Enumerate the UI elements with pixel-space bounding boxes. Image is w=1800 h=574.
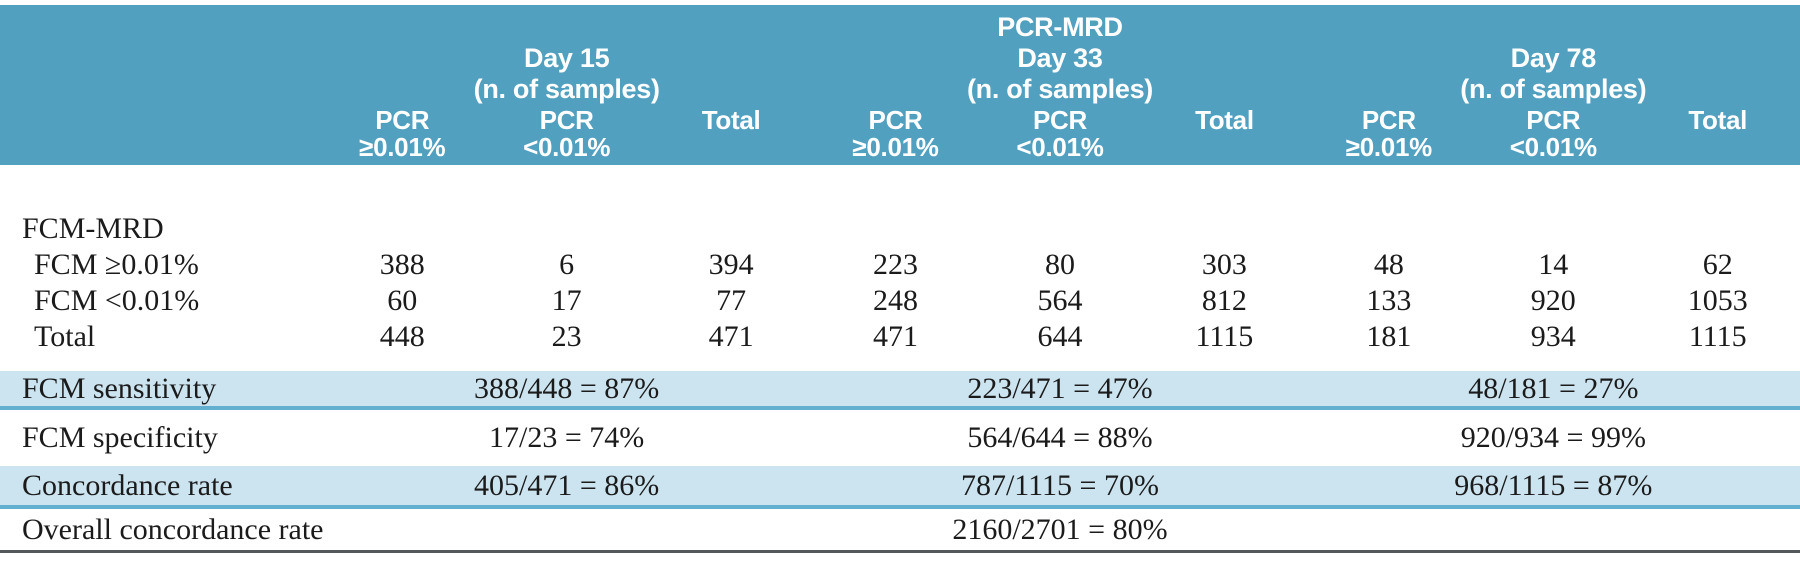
col-day33-total: Total [1142,105,1307,165]
summary-value-day78: 48/181 = 27% [1306,371,1800,408]
row-label: Total [34,320,96,353]
cell-value: 62 [1702,248,1733,281]
row-label: FCM sensitivity [0,371,320,408]
table-row-overall-concordance: Overall concordance rate 2160/2701 = 80% [0,507,1800,552]
cell-value: 48 [1373,248,1404,281]
table-row-specificity: FCM specificity 17/23 = 74% 564/644 = 88… [0,408,1800,466]
cell-value: 388 [379,248,425,281]
row-label: FCM <0.01% [34,284,200,317]
header-corner-cell [0,5,320,105]
cell-value: 23 [551,320,582,353]
cell-value: 471 [873,320,919,353]
table-row-sensitivity: FCM sensitivity 388/448 = 87% 223/471 = … [0,371,1800,408]
col-day78-total: Total [1635,105,1800,165]
row-label: Concordance rate [0,466,320,507]
empty-cell [320,165,1800,247]
cell-value: 14 [1538,248,1569,281]
table-row-total: Total 448 23 471 471 644 1115 181 934 11… [0,319,1800,371]
header-group-day78: Day 78 (n. of samples) [1306,5,1800,105]
group-subtitle: (n. of samples) [473,74,660,104]
cell-value: 812 [1201,284,1247,317]
cell-value: 60 [387,284,418,317]
table-row-fcm-ge: FCM ≥0.01% 388 6 394 223 80 303 48 14 62 [0,247,1800,283]
cell-value: 1115 [1688,320,1747,353]
row-label: FCM specificity [22,421,218,454]
cell-value: 77 [716,284,747,317]
cell-value: 394 [708,248,754,281]
cell-value: 448 [379,320,425,353]
col-day78-pcr-ge: PCR ≥0.01% [1306,105,1472,165]
header-group-row: Day 15 (n. of samples) PCR-MRD Day 33 (n… [0,5,1800,105]
header-group-day33: PCR-MRD Day 33 (n. of samples) [813,5,1307,105]
cell-value: 6 [559,248,575,281]
header-column-row: PCR ≥0.01% PCR <0.01% Total PCR ≥0.01% P… [0,105,1800,165]
cell-value: 564 [1037,284,1083,317]
table-figure: Day 15 (n. of samples) PCR-MRD Day 33 (n… [0,5,1800,553]
group-pretitle: PCR-MRD [997,12,1123,42]
group-subtitle: (n. of samples) [966,74,1153,104]
col-day78-pcr-lt: PCR <0.01% [1471,105,1636,165]
cell-value: 80 [1044,248,1075,281]
col-day15-pcr-lt: PCR <0.01% [484,105,649,165]
summary-value-day78: 920/934 = 99% [1460,421,1646,454]
summary-value-day33: 564/644 = 88% [967,421,1153,454]
table-row-concordance: Concordance rate 405/471 = 86% 787/1115 … [0,466,1800,507]
cell-value: 934 [1530,320,1576,353]
cell-value: 303 [1201,248,1247,281]
table-header: Day 15 (n. of samples) PCR-MRD Day 33 (n… [0,5,1800,165]
row-label: Overall concordance rate [22,512,324,546]
group-title: Day 78 [1510,43,1597,73]
cell-value: 1115 [1195,320,1254,353]
cell-value: 181 [1366,320,1412,353]
group-subtitle: (n. of samples) [1460,74,1647,104]
empty-cell [1307,507,1800,552]
table-body: FCM-MRD FCM ≥0.01% 388 6 394 223 80 303 … [0,165,1800,552]
table-row-fcm-lt: FCM <0.01% 60 17 77 248 564 812 133 920 … [0,283,1800,319]
group-title: Day 33 [1017,43,1103,73]
fcm-pcr-mrd-concordance-table: Day 15 (n. of samples) PCR-MRD Day 33 (n… [0,5,1800,553]
cell-value: 471 [708,320,754,353]
cell-value: 248 [873,284,919,317]
col-day15-pcr-ge: PCR ≥0.01% [320,105,485,165]
col-day33-pcr-ge: PCR ≥0.01% [813,105,978,165]
col-day15-total: Total [648,105,814,165]
header-group-day15: Day 15 (n. of samples) [320,5,814,105]
summary-value-day15: 17/23 = 74% [489,421,645,454]
cell-value: 920 [1530,284,1576,317]
cell-value: 644 [1037,320,1083,353]
summary-value-day78: 968/1115 = 87% [1306,466,1800,507]
cell-value: 1053 [1687,284,1748,317]
row-group-label: FCM-MRD [0,165,1800,247]
cell-value: 223 [873,248,919,281]
row-label: FCM ≥0.01% [34,248,199,281]
summary-value-day33: 787/1115 = 70% [813,466,1307,507]
summary-value-day15: 405/471 = 86% [320,466,814,507]
row-group-label-text: FCM-MRD [22,212,164,245]
header-empty-cell [0,105,320,165]
summary-value-day15: 388/448 = 87% [320,371,814,408]
summary-value-day33: 223/471 = 47% [813,371,1307,408]
empty-cell [320,507,813,552]
cell-value: 17 [551,284,582,317]
group-title: Day 15 [524,43,610,73]
summary-value-overall: 2160/2701 = 80% [952,512,1168,546]
cell-value: 133 [1366,284,1412,317]
col-day33-pcr-lt: PCR <0.01% [977,105,1143,165]
